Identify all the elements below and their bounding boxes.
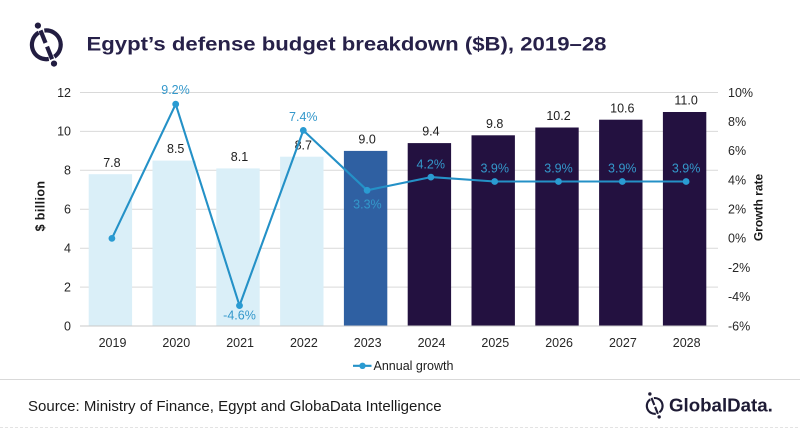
svg-text:4%: 4% [728,173,746,187]
svg-text:-6%: -6% [728,319,750,333]
svg-text:3.9%: 3.9% [480,161,509,175]
svg-text:2: 2 [64,280,71,294]
svg-text:2025: 2025 [481,336,509,350]
svg-text:Annual growth: Annual growth [374,359,454,373]
svg-text:10%: 10% [728,86,753,100]
svg-text:-4%: -4% [728,290,750,304]
svg-text:2022: 2022 [290,336,318,350]
svg-text:Source: Ministry of Finance, E: Source: Ministry of Finance, Egypt and G… [28,398,442,415]
svg-text:8: 8 [64,164,71,178]
svg-text:3.9%: 3.9% [608,161,637,175]
svg-text:2020: 2020 [162,336,190,350]
svg-text:Egypt’s defense budget breakdo: Egypt’s defense budget breakdown ($B), 2… [87,35,607,56]
svg-text:-2%: -2% [728,261,750,275]
svg-text:10: 10 [57,125,71,139]
svg-text:3.9%: 3.9% [544,161,573,175]
svg-text:2026: 2026 [545,336,573,350]
svg-text:3.9%: 3.9% [672,161,701,175]
svg-text:11.0: 11.0 [674,94,697,108]
svg-text:6%: 6% [728,144,746,158]
svg-text:2024: 2024 [418,336,446,350]
svg-text:0%: 0% [728,232,746,246]
svg-text:2%: 2% [728,203,746,217]
svg-text:10.6: 10.6 [610,101,634,115]
svg-text:Growth rate: Growth rate [752,174,766,242]
svg-text:12: 12 [57,86,71,100]
svg-text:8.5: 8.5 [167,142,184,156]
svg-text:4: 4 [64,242,71,256]
svg-text:3.3%: 3.3% [353,198,382,212]
svg-text:9.8: 9.8 [486,117,503,131]
svg-text:7.4%: 7.4% [289,110,318,124]
svg-text:-4.6%: -4.6% [223,308,256,322]
svg-text:8.1: 8.1 [231,150,248,164]
svg-text:4.2%: 4.2% [416,158,445,172]
svg-text:2021: 2021 [226,336,254,350]
svg-text:0: 0 [64,319,71,333]
svg-text:7.8: 7.8 [103,156,120,170]
svg-text:2028: 2028 [673,336,701,350]
svg-text:2023: 2023 [354,336,382,350]
svg-text:$ billion: $ billion [34,181,48,232]
svg-text:GlobalData.: GlobalData. [669,395,773,416]
svg-text:2019: 2019 [99,336,127,350]
svg-text:9.4: 9.4 [422,125,439,139]
svg-text:2027: 2027 [609,336,637,350]
svg-text:9.2%: 9.2% [161,83,190,97]
svg-text:9.0: 9.0 [358,133,375,147]
svg-text:10.2: 10.2 [546,109,570,123]
svg-text:6: 6 [64,203,71,217]
svg-text:8%: 8% [728,115,746,129]
